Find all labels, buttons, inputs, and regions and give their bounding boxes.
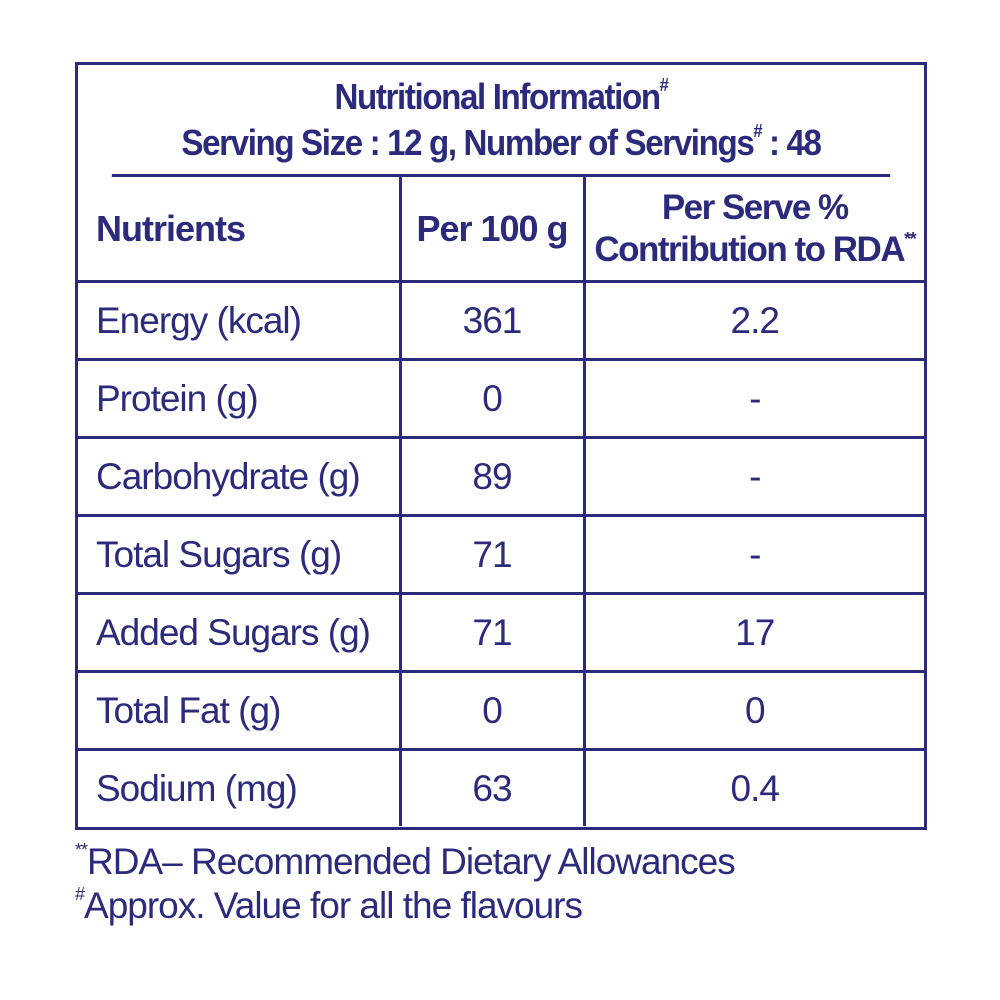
footnote-approx-text: Approx. Value for all the flavours [84, 885, 583, 926]
nutrient-name: Protein (g) [78, 358, 402, 439]
nutrient-name: Energy (kcal) [78, 280, 402, 361]
footnotes: **RDA– Recommended Dietary Allowances #A… [75, 840, 935, 928]
serving-count: : 48 [761, 121, 822, 163]
per100-value: 89 [398, 436, 586, 517]
table-row: Energy (kcal) 361 2.2 [78, 280, 924, 361]
serving-text: Serving Size : 12 g, Number of Servings [181, 121, 754, 163]
footnote-rda-mark: ** [75, 840, 88, 860]
footnote-approx-mark: # [75, 884, 85, 904]
table-row: Total Fat (g) 0 0 [78, 670, 924, 751]
rda-value: 0 [582, 670, 924, 751]
col-header-rda: Per Serve % Contribution to RDA** [582, 177, 924, 283]
per100-value: 361 [398, 280, 586, 361]
per100-value: 0 [398, 670, 586, 751]
nutrient-name: Added Sugars (g) [78, 592, 402, 673]
nutrition-title-block: Nutritional Information# Serving Size : … [111, 65, 891, 177]
nutrient-name: Carbohydrate (g) [78, 436, 402, 517]
title-text: Nutritional Information [334, 75, 661, 117]
table-row: Added Sugars (g) 71 17 [78, 592, 924, 673]
col-header-nutrients: Nutrients [78, 177, 402, 283]
table-row: Protein (g) 0 - [78, 358, 924, 439]
rda-value: - [582, 436, 924, 517]
title-hash-mark: # [659, 74, 669, 95]
rda-value: - [582, 514, 924, 595]
nutrient-name: Total Fat (g) [78, 670, 402, 751]
footnote-rda-text: RDA– Recommended Dietary Allowances [87, 841, 736, 882]
table-row: Sodium (mg) 63 0.4 [78, 748, 924, 826]
serving-hash-mark: # [753, 120, 762, 141]
table-row: Carbohydrate (g) 89 - [78, 436, 924, 517]
rda-header-mark: ** [904, 228, 917, 249]
nutrition-title: Nutritional Information# [334, 74, 669, 120]
col-header-per100: Per 100 g [398, 177, 586, 283]
nutrient-name: Sodium (mg) [78, 748, 402, 826]
footnote-rda: **RDA– Recommended Dietary Allowances [75, 840, 935, 884]
serving-info: Serving Size : 12 g, Number of Servings#… [181, 120, 822, 166]
rda-value: - [582, 358, 924, 439]
rda-header-text: Contribution to RDA [594, 229, 905, 269]
table-row: Total Sugars (g) 71 - [78, 514, 924, 595]
nutrition-table: Nutrients Per 100 g Per Serve % Contribu… [78, 177, 924, 826]
per100-value: 0 [398, 358, 586, 439]
rda-value: 17 [582, 592, 924, 673]
footnote-approx: #Approx. Value for all the flavours [75, 884, 935, 928]
rda-header-line1: Per Serve % [661, 187, 849, 227]
table-header-row: Nutrients Per 100 g Per Serve % Contribu… [78, 177, 924, 283]
rda-header-line2: Contribution to RDA** [587, 228, 924, 271]
per100-value: 63 [398, 748, 586, 826]
rda-value: 2.2 [582, 280, 924, 361]
per100-value: 71 [398, 514, 586, 595]
nutrition-panel: Nutritional Information# Serving Size : … [75, 62, 927, 830]
per100-value: 71 [398, 592, 586, 673]
nutrient-name: Total Sugars (g) [78, 514, 402, 595]
rda-value: 0.4 [582, 748, 924, 826]
